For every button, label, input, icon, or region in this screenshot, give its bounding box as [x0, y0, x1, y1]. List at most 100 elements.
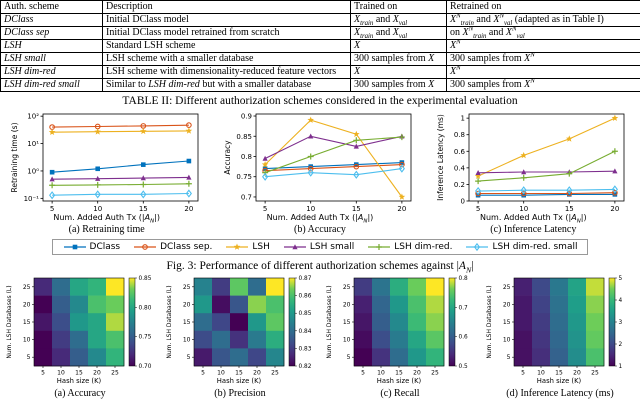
svg-text:0.85: 0.85	[236, 133, 252, 141]
table-cell: Initial DClass model	[102, 13, 351, 27]
heatmap-accuracy: 5 10 15 20 25 25 20 15 10 5 Hash size (K) Num. LSH …	[4, 274, 156, 399]
column-header-retrained-on: Retrained on	[446, 0, 640, 14]
table-caption: TABLE II: Different authorization scheme…	[122, 95, 518, 107]
svg-text:3: 3	[619, 320, 623, 326]
column-header-description: Description	[102, 0, 351, 14]
svg-text:20: 20	[23, 301, 31, 308]
table-cell: XNtrain and XNval (adapted as in Table I…	[446, 13, 640, 27]
subcaption-c: (c) Inference Latency	[490, 224, 577, 235]
svg-text:0.87: 0.87	[299, 276, 312, 282]
chart-inference-latency: 5 10 15 20 0 0.2 0.4 0.6 0.8 1 Inference Latency (…	[435, 109, 631, 235]
svg-text:0.8: 0.8	[459, 276, 469, 282]
table-cell: 300 samples from XN	[446, 52, 640, 66]
svg-text:Inference Latency (ms): Inference Latency (ms)	[436, 114, 445, 201]
table-cell: on XNtrain and XNval	[446, 26, 640, 40]
svg-text:10: 10	[57, 370, 65, 377]
accuracy-chart: 5 10 15 20 0.7 0.75 0.8 0.85 0.9 Accuracy	[223, 113, 412, 213]
legend-marker-icon	[63, 244, 86, 250]
legend-marker-icon	[134, 244, 157, 250]
svg-text:Hash size (K): Hash size (K)	[217, 377, 262, 385]
table-cell: 300 samples from XN	[446, 78, 640, 92]
legend-item-label: LSH	[252, 242, 270, 252]
svg-text:10: 10	[377, 370, 385, 377]
svg-text:0.9: 0.9	[241, 113, 252, 121]
svg-text:0: 0	[461, 198, 465, 206]
svg-text:0.84: 0.84	[299, 329, 312, 335]
legend-item: LSH dim-red. small	[465, 242, 577, 252]
svg-text:0.70: 0.70	[139, 364, 152, 370]
svg-text:10¹: 10¹	[27, 140, 39, 148]
column-header-trained-on: Trained on	[350, 0, 447, 14]
heatmap-subcaption-b: (b) Precision	[214, 388, 266, 399]
svg-text:4: 4	[619, 298, 623, 304]
svg-text:10: 10	[306, 205, 315, 213]
svg-text:25: 25	[271, 370, 279, 377]
table-cell: X	[350, 39, 447, 53]
table-cell: X	[350, 65, 447, 79]
svg-text:5: 5	[361, 370, 365, 377]
svg-text:0.6: 0.6	[459, 335, 469, 341]
svg-text:Hash size (K): Hash size (K)	[57, 377, 102, 385]
legend-item: DClass sep.	[133, 242, 212, 252]
x-axis-label: Num. Added Auth Tx (|AN|)	[266, 213, 374, 225]
svg-text:5: 5	[263, 205, 267, 213]
svg-text:5: 5	[41, 370, 45, 377]
svg-text:Num. LSH Databases (L): Num. LSH Databases (L)	[166, 285, 173, 358]
legend-item-label: LSH dim-red. small	[492, 242, 578, 252]
svg-text:25: 25	[431, 370, 439, 377]
svg-text:15: 15	[555, 370, 563, 377]
svg-text:15: 15	[235, 370, 243, 377]
svg-text:0.8: 0.8	[241, 153, 252, 161]
table-row: DClass Initial DClass model Xtrain and X…	[0, 13, 640, 27]
legend-marker-icon	[466, 242, 489, 252]
svg-text:0.85: 0.85	[299, 311, 312, 317]
svg-text:10: 10	[343, 337, 351, 344]
svg-text:1: 1	[619, 364, 623, 370]
svg-text:15: 15	[138, 205, 147, 213]
svg-text:5: 5	[27, 354, 31, 361]
svg-text:15: 15	[343, 319, 351, 326]
heatmap-subcaption-c: (c) Recall	[380, 388, 420, 399]
svg-text:0.8: 0.8	[454, 131, 465, 139]
table-cell: LSH	[0, 39, 103, 53]
table-cell: DClass sep	[0, 26, 103, 40]
table-cell: LSH small	[0, 52, 103, 66]
svg-text:5: 5	[521, 370, 525, 377]
svg-text:5: 5	[50, 205, 54, 213]
legend-marker-icon	[226, 243, 249, 250]
column-header-auth-scheme: Auth. scheme	[0, 0, 103, 14]
legend-item: LSH small	[283, 242, 354, 252]
svg-text:15: 15	[503, 319, 511, 326]
legend-marker-icon	[283, 244, 306, 250]
table-cell: XN	[446, 39, 640, 53]
svg-text:20: 20	[611, 205, 620, 213]
svg-text:15: 15	[75, 370, 83, 377]
svg-text:5: 5	[476, 205, 480, 213]
table-cell: 300 samples from X	[350, 52, 447, 66]
svg-text:10: 10	[520, 205, 529, 213]
svg-text:20: 20	[183, 301, 191, 308]
svg-text:15: 15	[183, 319, 191, 326]
table-cell: Xtrain and Xval	[350, 26, 447, 40]
heatmap-precision: 5 10 15 20 25 25 20 15 10 5 Hash size (K) Num. LSH …	[164, 274, 316, 399]
svg-text:20: 20	[343, 301, 351, 308]
svg-text:0.75: 0.75	[139, 335, 152, 341]
table-cell: Similar to LSH dim-red but with a smalle…	[102, 78, 351, 92]
svg-text:5: 5	[619, 276, 623, 282]
legend-marker-icon	[368, 244, 391, 250]
svg-text:Num. LSH Databases (L): Num. LSH Databases (L)	[6, 285, 13, 358]
svg-text:20: 20	[253, 370, 261, 377]
inference-latency-chart: 5 10 15 20 0 0.2 0.4 0.6 0.8 1 Inference Latency (…	[436, 113, 625, 213]
legend-item: LSH dim-red.	[367, 242, 452, 252]
svg-text:20: 20	[184, 205, 193, 213]
x-axis-label: Num. Added Auth Tx (|AN|)	[479, 213, 587, 225]
svg-text:Num. LSH Databases (L): Num. LSH Databases (L)	[486, 285, 493, 358]
svg-text:10: 10	[183, 337, 191, 344]
table-cell: Initial DClass model retrained from scra…	[102, 26, 351, 40]
svg-text:10: 10	[93, 205, 102, 213]
svg-text:25: 25	[111, 370, 119, 377]
svg-text:5: 5	[187, 354, 191, 361]
svg-text:0.75: 0.75	[236, 173, 252, 181]
heatmap-subcaption-a: (a) Accuracy	[54, 388, 106, 399]
svg-text:20: 20	[397, 205, 406, 213]
